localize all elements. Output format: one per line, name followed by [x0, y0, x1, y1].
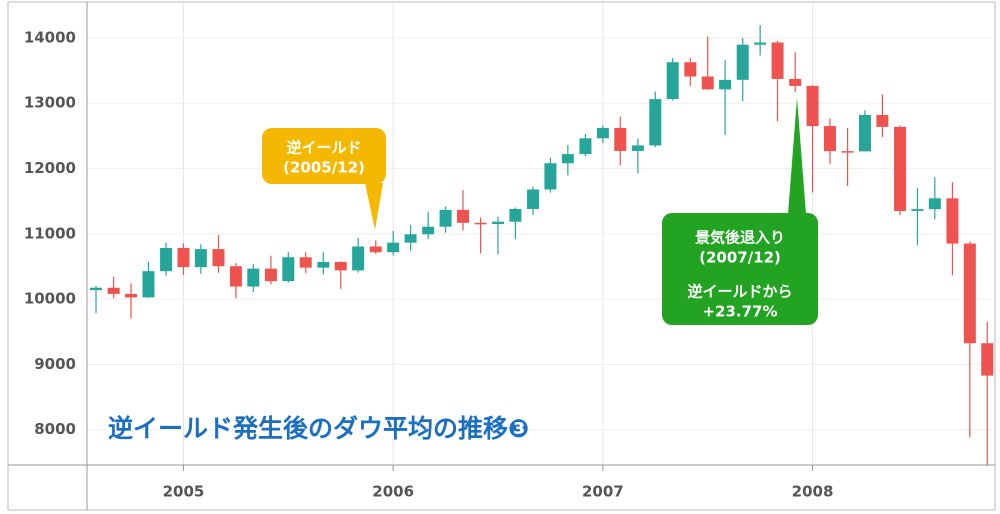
candle-body: [456, 209, 469, 223]
candle-body: [404, 234, 417, 243]
candle-body: [894, 126, 907, 211]
candle-body: [754, 42, 767, 45]
x-tick-label: 2007: [582, 483, 624, 501]
candle-body: [596, 127, 609, 139]
y-tick-label: 13000: [24, 94, 76, 112]
candle-body: [212, 249, 225, 267]
candle-body: [963, 243, 976, 344]
x-tick-label: 2005: [163, 483, 205, 501]
candle-body: [474, 222, 487, 225]
callout-pointer: [788, 98, 806, 214]
candle-body: [806, 85, 819, 127]
candle-body: [858, 114, 871, 152]
candle-body: [719, 79, 732, 90]
candle-body: [90, 287, 103, 291]
y-tick-label: 9000: [34, 355, 76, 373]
callout-text: (2007/12): [699, 249, 781, 267]
candle-body: [492, 221, 505, 225]
candle-body: [771, 42, 784, 79]
callout-text: (2005/12): [283, 159, 365, 177]
candle-body: [369, 246, 382, 253]
candle-body: [422, 226, 435, 235]
candle-body: [579, 138, 592, 155]
candle-body: [264, 268, 277, 282]
x-tick-label: 2006: [372, 483, 414, 501]
grid: 8000 9000 10000 11000 12000 13000 14000 2005 200…: [24, 2, 995, 501]
candle-body: [299, 257, 312, 268]
y-tick-label: 8000: [34, 420, 76, 438]
candle-body: [981, 343, 994, 376]
candle-body: [876, 114, 889, 127]
candle-body: [701, 76, 714, 90]
callout-text: 逆イールド: [286, 139, 361, 157]
candle-body: [527, 189, 540, 209]
candle-body: [107, 287, 120, 294]
callout-text: 景気後退入り: [695, 229, 785, 247]
candle-body: [823, 126, 836, 152]
y-tick-label: 12000: [24, 159, 76, 177]
candle-body: [352, 246, 365, 271]
candle-body: [194, 249, 207, 268]
candle-body: [509, 208, 522, 222]
candle-body: [142, 271, 155, 298]
candle-body: [561, 154, 574, 164]
candle-body: [928, 198, 941, 210]
callout-box: [262, 128, 386, 184]
candle-body: [649, 99, 662, 146]
candle-body: [282, 257, 295, 282]
candle-body: [789, 78, 802, 86]
callout-text: 逆イールドから: [687, 283, 792, 301]
candle-body: [841, 151, 854, 153]
candle-body: [544, 163, 557, 190]
candle-body: [177, 247, 190, 268]
candle-body: [736, 44, 749, 80]
candle-body: [125, 293, 138, 298]
candle-body: [946, 198, 959, 244]
candle-body: [317, 261, 330, 268]
candle-body: [229, 266, 242, 287]
y-tick-label: 11000: [24, 224, 76, 242]
candle-body: [334, 261, 347, 271]
candle-body: [160, 247, 173, 272]
candle-body: [666, 62, 679, 100]
candle-body: [439, 209, 452, 227]
callout-text: +23.77%: [702, 303, 777, 321]
candles: [90, 24, 994, 466]
candle-body: [387, 242, 400, 253]
candle-body: [631, 145, 644, 151]
y-tick-label: 14000: [24, 28, 76, 46]
chart-title: 逆イールド発生後のダウ平均の推移❸: [108, 414, 529, 443]
annotations: 逆イールド (2005/12) 景気後退入り (2007/12) 逆イールドから +23.…: [262, 98, 818, 325]
candle-body: [911, 209, 924, 211]
candle-body: [247, 268, 260, 287]
x-tick-label: 2008: [792, 483, 834, 501]
frame: [7, 1, 996, 511]
candle-body: [684, 62, 697, 77]
callout-box: [662, 213, 818, 325]
callout-pointer: [365, 183, 383, 230]
candle-body: [614, 127, 627, 151]
y-tick-label: 10000: [24, 290, 76, 308]
